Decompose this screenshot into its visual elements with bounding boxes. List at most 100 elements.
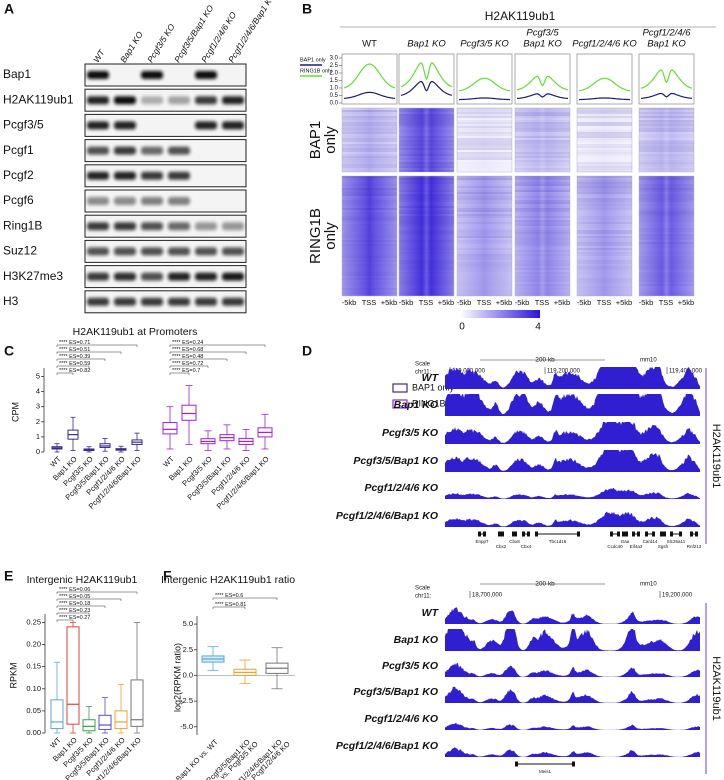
gene-exon: [690, 531, 693, 537]
browser-assembly: mm10: [640, 582, 657, 588]
heatmap-row: [399, 250, 454, 252]
heatmap-row: [342, 144, 397, 146]
blot-band: [168, 222, 190, 231]
heatmap-row: [515, 264, 570, 266]
heatmap-row: [639, 292, 694, 294]
box: [114, 710, 128, 730]
browser-scale: Scale: [415, 586, 431, 592]
heatmap-row: [577, 140, 632, 142]
heatmap-row: [457, 216, 512, 218]
heatmap-row: [577, 144, 632, 146]
heatmap-row: [577, 186, 632, 188]
heatmap-row: [515, 196, 570, 198]
heatmap-row: [515, 112, 570, 114]
y-tick-label: 0.15: [26, 662, 41, 671]
legend-label: RING1B only: [300, 68, 332, 74]
blot-label: Pcgf2: [3, 168, 34, 182]
heatmap-row: [399, 276, 454, 278]
heatmap-row: [515, 248, 570, 250]
signal-track: [445, 686, 700, 703]
y-tick-label: -5.0: [180, 722, 193, 731]
heatmap-row: [457, 234, 512, 236]
blot-frame: [84, 290, 247, 314]
heatmap-row: [399, 270, 454, 272]
heatmap-row: [399, 280, 454, 282]
heatmap-row: [399, 132, 454, 134]
heatmap-row: [639, 276, 694, 278]
heatmap-row: [639, 210, 694, 212]
gene-exon: [478, 531, 481, 537]
heatmap-row: [515, 146, 570, 148]
heatmap-row: [457, 180, 512, 182]
y-tick-label: 3: [36, 402, 40, 411]
heatmap-row: [577, 292, 632, 294]
heatmap-row: [457, 280, 512, 282]
heatmap: [514, 107, 571, 173]
heatmap-row: [577, 246, 632, 248]
heatmap-row: [342, 294, 397, 296]
heatmap-row: [515, 200, 570, 202]
heatmap: [398, 107, 455, 173]
heatmap-row: [399, 230, 454, 232]
heatmap-row: [515, 178, 570, 180]
track-label: WT: [422, 607, 440, 619]
heatmap-row: [639, 202, 694, 204]
blot-band: [141, 197, 163, 205]
signal-track: [445, 607, 700, 624]
heatmap-row: [639, 222, 694, 224]
blot-band: [195, 222, 217, 231]
heatmap-row: [577, 116, 632, 118]
heatmap-row: [342, 288, 397, 290]
blot-band: [114, 272, 136, 281]
heatmap-row: [399, 258, 454, 260]
x-label: +5kb: [678, 298, 694, 307]
gene-exon: [622, 531, 625, 537]
heatmap-row: [577, 250, 632, 252]
gene-label: Enpp7: [475, 539, 489, 544]
heatmap-row: [577, 284, 632, 286]
heatmap-row: [399, 196, 454, 198]
heatmap-row: [639, 294, 694, 296]
heatmap-row: [399, 242, 454, 244]
heatmap-row: [515, 210, 570, 212]
heatmap-row: [399, 268, 454, 270]
heatmap-row: [342, 152, 397, 154]
heatmap-row: [577, 268, 632, 270]
heatmap-row: [457, 140, 512, 142]
heatmap-row: [457, 150, 512, 152]
heatmap-row: [639, 140, 694, 142]
gene-label: Rnf213: [687, 544, 702, 549]
browser-scale: Scale: [415, 362, 431, 368]
heatmap-row: [515, 280, 570, 282]
heatmap-row: [457, 238, 512, 240]
y-tick-label: 5: [36, 372, 40, 381]
heatmap-row: [577, 286, 632, 288]
x-label: +5kb: [496, 298, 512, 307]
heatmap-row: [639, 206, 694, 208]
heatmap-row: [515, 160, 570, 162]
box: [162, 422, 178, 435]
heatmap-row: [342, 292, 397, 294]
heatmap-row: [577, 222, 632, 224]
heatmap-row: [515, 270, 570, 272]
heatmap-row: [639, 180, 694, 182]
x-label: -5kb: [577, 298, 592, 307]
sig-bracket: [212, 597, 278, 600]
heatmap-row: [342, 260, 397, 262]
heatmap-row: [342, 228, 397, 230]
blot-frame: [84, 189, 247, 213]
heatmap-row: [577, 242, 632, 244]
signal-track: [445, 422, 700, 444]
heatmap-row: [639, 192, 694, 194]
heatmap-row: [639, 126, 694, 128]
heatmap-row: [639, 272, 694, 274]
heatmap-row: [515, 162, 570, 164]
heatmap-row: [639, 256, 694, 258]
heatmap-row: [577, 236, 632, 238]
heatmap-row: [515, 170, 570, 172]
heatmap-row: [577, 280, 632, 282]
sig-bracket: [169, 372, 190, 375]
heatmap-row: [639, 232, 694, 234]
heatmap-row: [457, 254, 512, 256]
heatmap-row: [515, 118, 570, 120]
